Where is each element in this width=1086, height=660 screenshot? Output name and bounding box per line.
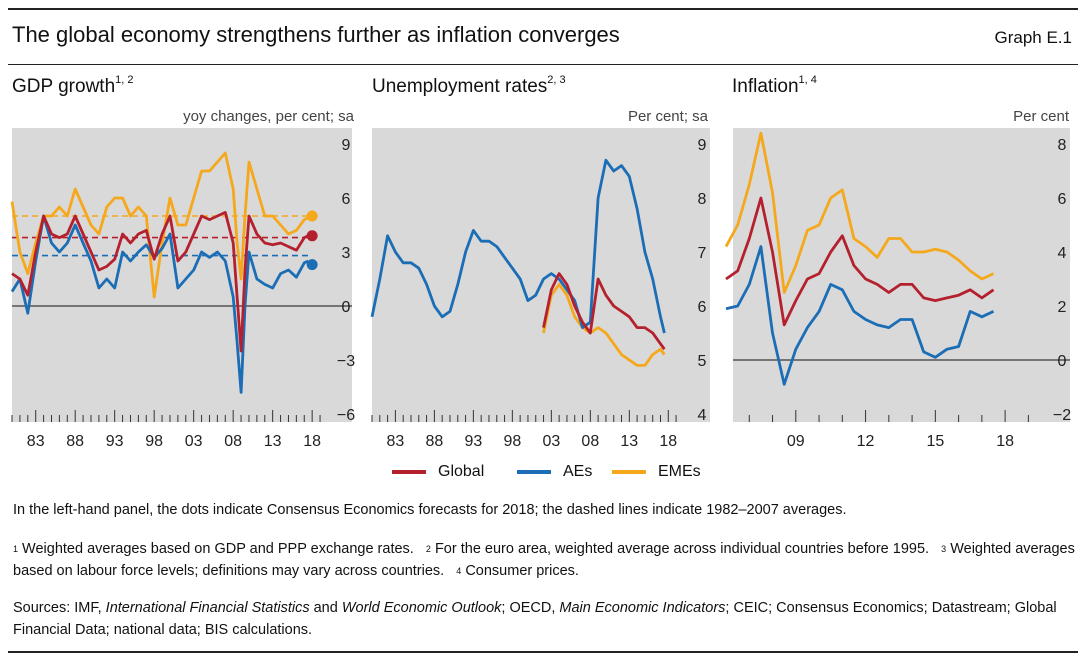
x-tick-label: 18 [303,433,321,450]
x-tick-label: 13 [620,433,638,450]
series-line-aes [725,245,995,386]
legend-swatch-emes [612,470,646,474]
x-tick-label: 98 [503,433,521,450]
forecast-dot-global [306,230,318,242]
bottom-rule [8,651,1078,653]
y-tick-label: −3 [337,353,355,370]
series-line-global [725,196,995,327]
y-tick-label: 9 [698,137,707,154]
series-line-global [542,272,666,351]
y-tick-label: 5 [698,353,707,370]
series-line-aes [10,214,309,394]
x-tick-label: 98 [145,433,163,450]
panel-note: In the left-hand panel, the dots indicat… [13,502,847,518]
x-tick-label: 88 [425,433,443,450]
sources: Sources: IMF, International Financial St… [13,600,1057,638]
x-tick-label: 09 [787,433,805,450]
x-tick-label: 08 [224,433,242,450]
legend-item-aes: AEs [517,463,592,481]
panel-unemployment: 4 5 6 7 8 9 83 88 93 98 03 08 13 18 [370,128,710,450]
x-tick-label: 18 [996,433,1014,450]
y-tick-label: 7 [698,245,707,262]
legend: Global AEs EMEs [0,463,1086,487]
x-tick-label: 88 [66,433,84,450]
y-tick-label: 9 [342,137,351,154]
panel-unit-gdp: yoy changes, per cent; sa [183,108,354,125]
x-tick-label: 03 [542,433,560,450]
series-line-emes [724,131,995,294]
y-tick-label: 6 [342,191,351,208]
graph-title: The global economy strengthens further a… [12,22,620,47]
series-line-global [11,210,309,353]
x-tick-label: 13 [264,433,282,450]
x-tick-label: 08 [581,433,599,450]
panel-unit-inflation: Per cent [1013,108,1069,125]
x-tick-label: 93 [464,433,482,450]
x-tick-label: 93 [106,433,124,450]
x-tick-label: 83 [27,433,45,450]
panel-title-unemployment: Unemployment rates2, 3 [372,74,566,97]
y-tick-label: −2 [1053,407,1071,424]
y-tick-label: 0 [342,299,351,316]
x-tick-label: 83 [386,433,404,450]
legend-swatch-global [392,470,426,474]
x-tick-label: 12 [857,433,875,450]
y-tick-label: 4 [698,407,707,424]
series-line-emes [542,282,666,367]
panel-unit-unemployment: Per cent; sa [627,108,708,125]
forecast-dot-aes [306,259,318,271]
y-tick-label: −6 [337,407,355,424]
panel-inflation: −2 0 2 4 6 8 09 12 15 18 [724,128,1071,450]
y-tick-label: 2 [1058,299,1067,316]
x-tick-label: 15 [926,433,944,450]
y-tick-label: 6 [1058,191,1067,208]
title-rule [8,64,1078,65]
y-tick-label: 6 [698,299,707,316]
y-tick-label: 8 [1058,137,1067,154]
footnotes: 1 Weighted averages based on GDP and PPP… [13,541,1075,579]
legend-item-emes: EMEs [612,463,701,481]
panel-title-inflation: Inflation1, 4 [732,74,817,97]
forecast-dot-emes [306,210,318,222]
top-rule [8,8,1078,10]
y-tick-label: 8 [698,191,707,208]
x-tick-label: 03 [185,433,203,450]
y-tick-label: 3 [342,245,351,262]
y-tick-label: 4 [1058,245,1067,262]
panel-background [372,128,710,422]
legend-swatch-aes [517,470,551,474]
legend-item-global: Global [392,463,484,481]
x-tick-label: 18 [659,433,677,450]
panel-background [12,128,352,422]
series-line-aes [370,158,666,334]
panel-title-gdp: GDP growth1, 2 [12,74,134,97]
y-tick-label: 0 [1058,353,1067,370]
graph-number: Graph E.1 [994,28,1073,47]
series-line-emes [10,151,309,299]
